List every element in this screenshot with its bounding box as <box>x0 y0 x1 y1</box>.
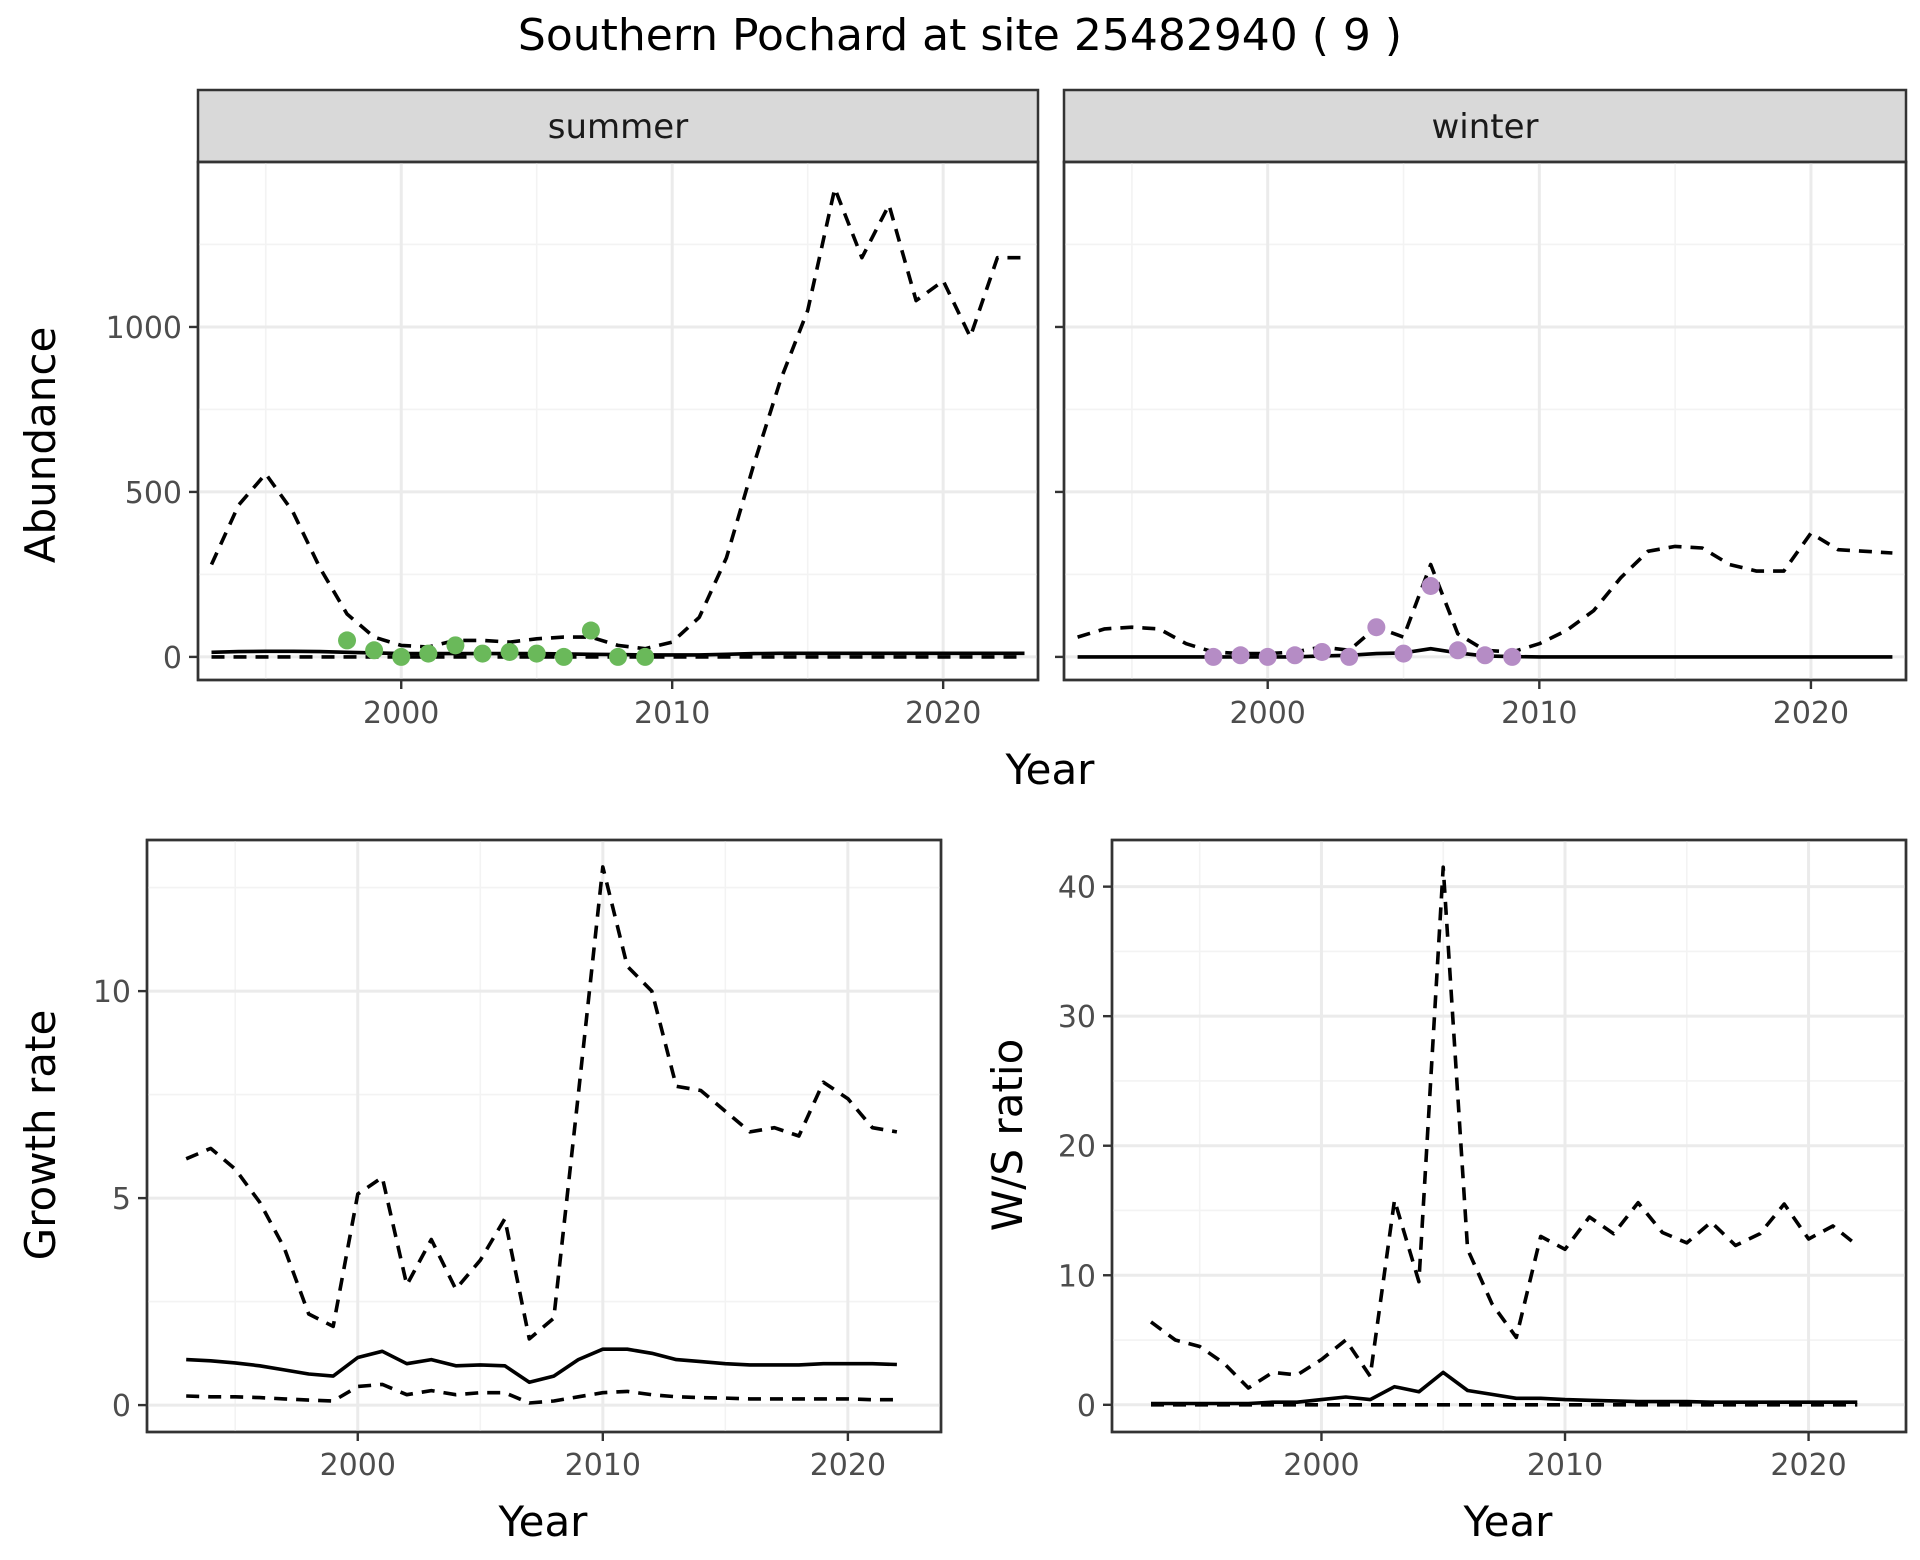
summer-observation-point <box>636 647 655 666</box>
winter-observation-point <box>1421 576 1440 595</box>
strip-summer <box>196 88 1040 164</box>
y-tick-label: 0 <box>112 1389 131 1424</box>
winter-observation-point <box>1313 642 1332 661</box>
summer-observation-point <box>581 621 600 640</box>
winter-observation-point <box>1476 646 1494 665</box>
growth-series-2-line <box>186 1382 897 1405</box>
growth-plot-area <box>145 838 943 1434</box>
winter-observation-point <box>1503 647 1522 666</box>
x-tick-label: 2000 <box>320 1448 396 1483</box>
winter-observation-point <box>1340 647 1359 666</box>
winter-observation-point <box>1394 644 1413 663</box>
growth-series-1-line <box>186 1347 897 1385</box>
top-x-axis-title: Year <box>1005 745 1096 794</box>
y-tick-label: 20 <box>1058 1130 1096 1165</box>
x-tick-label: 2010 <box>634 696 710 731</box>
ratio-panel-border <box>1110 838 1908 1434</box>
y-tick-label: 0 <box>163 641 182 676</box>
x-tick-label: 2020 <box>1770 1448 1846 1483</box>
panel-ratio: 2000 2010 2020 0 10 20 30 40 <box>1058 838 1908 1483</box>
y-tick-label: 500 <box>125 476 182 511</box>
ratio-plot-area <box>1110 838 1908 1434</box>
summer-observation-point <box>446 636 465 655</box>
summer-panel-border <box>196 160 1040 682</box>
x-tick-label: 2020 <box>905 696 981 731</box>
x-tick-label: 2000 <box>1230 696 1306 731</box>
summer-observation-point <box>338 631 357 650</box>
growth-y-axis-title: Growth rate <box>16 1010 65 1261</box>
x-tick-label: 2010 <box>565 1448 641 1483</box>
ratio-series-0-line <box>1149 865 1859 1390</box>
strip-label-winter: winter <box>1431 107 1538 147</box>
panel-summer: summer 2000 2010 2020 0 500 1000 <box>106 88 1040 731</box>
summer-plot-area <box>196 160 1040 682</box>
summer-observation-point <box>473 644 492 663</box>
y-tick-label: 10 <box>1058 1259 1096 1294</box>
ratio-y-axis-title: W/S ratio <box>983 1039 1032 1232</box>
panel-growth: 2000 2010 2020 0 5 10 <box>93 838 943 1483</box>
growth-panel-border <box>145 838 943 1434</box>
y-tick-label: 40 <box>1058 871 1096 906</box>
summer-observation-point <box>365 641 384 660</box>
winter-observation-point <box>1448 641 1467 660</box>
top-y-axis-title: Abundance <box>16 327 65 564</box>
winter-observation-point <box>1258 647 1277 666</box>
main-title: Southern Pochard at site 25482940 ( 9 ) <box>518 10 1402 61</box>
strip-label-summer: summer <box>548 107 688 147</box>
winter-observation-point <box>1285 646 1304 665</box>
summer-observation-point <box>392 647 411 666</box>
winter-panel-border <box>1062 160 1908 682</box>
x-tick-label: 2000 <box>1283 1448 1359 1483</box>
panel-winter: winter 2000 2010 2020 <box>1055 88 1908 731</box>
summer-observation-point <box>527 644 546 663</box>
x-tick-label: 2010 <box>1527 1448 1603 1483</box>
y-tick-label: 5 <box>112 1182 131 1217</box>
winter-observation-point <box>1204 647 1223 666</box>
x-tick-label: 2010 <box>1501 696 1577 731</box>
winter-observation-point <box>1367 618 1386 637</box>
x-tick-label: 2020 <box>1773 696 1849 731</box>
growth-series-0-line <box>185 865 898 1341</box>
winter-observation-point <box>1231 646 1250 665</box>
y-tick-label: 10 <box>93 975 131 1010</box>
y-tick-label: 30 <box>1058 1000 1096 1035</box>
summer-series-0-line <box>209 186 1025 651</box>
ratio-x-axis-title: Year <box>1463 1497 1554 1546</box>
y-tick-label: 0 <box>1077 1389 1096 1424</box>
summer-observation-point <box>554 647 573 666</box>
summer-observation-point <box>609 647 627 666</box>
winter-plot-area <box>1062 160 1908 682</box>
x-tick-label: 2020 <box>810 1448 886 1483</box>
summer-observation-point <box>419 644 438 663</box>
y-tick-label: 1000 <box>106 311 182 346</box>
summer-observation-point <box>500 642 519 661</box>
growth-x-axis-title: Year <box>498 1497 589 1546</box>
ratio-series-1-line <box>1151 1370 1858 1406</box>
x-tick-label: 2000 <box>363 696 439 731</box>
